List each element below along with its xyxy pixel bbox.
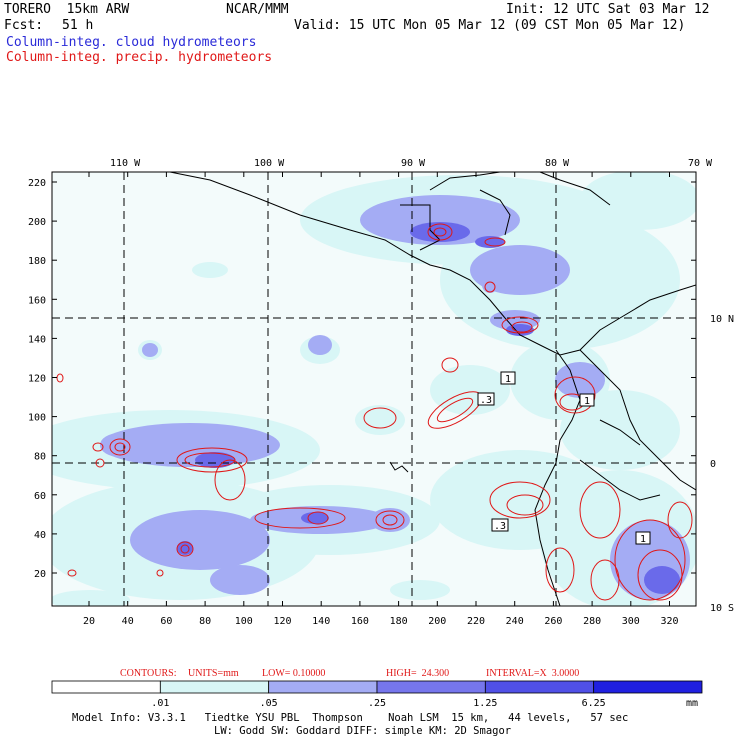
contour-low: LOW= 0.10000	[262, 668, 326, 679]
field-precip-label: Column-integ. precip. hydrometeors	[6, 50, 273, 65]
x-tick-label: 240	[506, 616, 524, 627]
precip-contours	[56, 223, 693, 601]
model-info-line2: LW: Godd SW: Goddard DIFF: simple KM: 2D…	[214, 725, 512, 737]
forecast-hours: 51 h	[62, 18, 94, 33]
valid-time: Valid: 15 UTC Mon 05 Mar 12 (09 CST Mon …	[294, 18, 686, 33]
init-time: Init: 12 UTC Sat 03 Mar 12	[506, 2, 710, 17]
x-tick-label: 140	[312, 616, 330, 627]
x-tick-label: 80	[199, 616, 211, 627]
lon-label-90w: 90 W	[401, 158, 426, 169]
x-tick-label: 280	[583, 616, 601, 627]
x-tick-label: 60	[160, 616, 172, 627]
contour-label-2: .3	[480, 395, 492, 406]
y-tick-label: 160	[28, 295, 46, 306]
x-tick-label: 200	[428, 616, 446, 627]
hydrometeor-field: 1 .3 1 .3 1	[52, 172, 696, 606]
contour-label-4: .3	[494, 521, 506, 532]
colorbar-swatch	[268, 680, 378, 694]
contour-value-labels: 1 .3 1 .3 1	[477, 371, 651, 545]
colorbar-swatch	[593, 680, 703, 694]
y-tick-label: 180	[28, 256, 46, 267]
y-tick-label: 80	[34, 452, 46, 463]
contour-units: UNITS=mm	[188, 668, 239, 679]
x-tick-label: 260	[544, 616, 562, 627]
colorbar-label: 1.25	[473, 698, 497, 709]
field-cloud-label: Column-integ. cloud hydrometeors	[6, 35, 257, 50]
lon-label-100w: 100 W	[254, 158, 285, 169]
y-tick-label: 220	[28, 178, 46, 189]
colorbar-label: 6.25	[582, 698, 606, 709]
contour-label-1: 1	[505, 374, 511, 385]
lon-label-70w: 70 W	[688, 158, 713, 169]
lat-label-0: 0	[710, 459, 716, 470]
x-tick-label: 180	[390, 616, 408, 627]
contour-label-5: 1	[640, 534, 646, 545]
contour-interval: INTERVAL=X 3.0000	[486, 668, 580, 679]
y-axis-ticks: 220 200 180 160 140 120 100 80 60 40 20	[28, 178, 696, 580]
x-tick-label: 40	[122, 616, 134, 627]
colorbar-swatch	[484, 680, 595, 694]
colorbar-label: .05	[260, 698, 278, 709]
colorbar-swatch	[376, 680, 486, 694]
x-tick-label: 220	[467, 616, 485, 627]
contour-high: HIGH= 24.300	[386, 668, 450, 679]
model-name: TORERO 15km ARW	[4, 2, 130, 17]
lat-label-10s: 10 S	[710, 603, 734, 614]
x-tick-label: 100	[235, 616, 253, 627]
colorbar-unit: mm	[686, 698, 698, 709]
y-tick-label: 140	[28, 334, 46, 345]
lon-labels: 110 W 100 W 90 W 80 W 70 W	[110, 158, 713, 169]
lon-label-110w: 110 W	[110, 158, 141, 169]
colorbar-label: .01	[151, 698, 169, 709]
model-info-line1: Model Info: V3.3.1 Tiedtke YSU PBL Thomp…	[72, 712, 629, 724]
org-name: NCAR/MMM	[226, 2, 289, 17]
forecast-label: Fcst:	[4, 18, 44, 33]
y-tick-label: 200	[28, 217, 46, 228]
lon-label-80w: 80 W	[545, 158, 570, 169]
lat-labels: 10 N 0 10 S	[710, 314, 734, 614]
contour-label-3: 1	[584, 396, 590, 407]
x-tick-label: 300	[622, 616, 640, 627]
cloud-dark-shading	[177, 222, 680, 594]
x-tick-label: 160	[351, 616, 369, 627]
lat-lon-grid	[52, 172, 696, 606]
y-tick-label: 100	[28, 413, 46, 424]
colorbar-swatch	[159, 680, 270, 694]
x-tick-label: 320	[660, 616, 678, 627]
colorbar-label: .25	[368, 698, 386, 709]
map-frame	[51, 171, 697, 607]
x-tick-label: 20	[83, 616, 95, 627]
lat-label-10n: 10 N	[710, 314, 734, 325]
y-tick-label: 120	[28, 374, 46, 385]
contour-label-title: CONTOURS:	[120, 668, 177, 679]
x-axis-ticks: 20 40 60 80 100 120 140 160 180 200 220 240 260 280 30…	[83, 172, 679, 627]
colorbar: .01 .05 .25 1.25 6.25 mm	[51, 680, 703, 709]
y-tick-label: 60	[34, 491, 46, 502]
y-tick-label: 20	[34, 569, 46, 580]
x-tick-label: 120	[273, 616, 291, 627]
coastlines	[169, 172, 696, 606]
colorbar-swatch	[51, 680, 161, 694]
y-tick-label: 40	[34, 530, 46, 541]
